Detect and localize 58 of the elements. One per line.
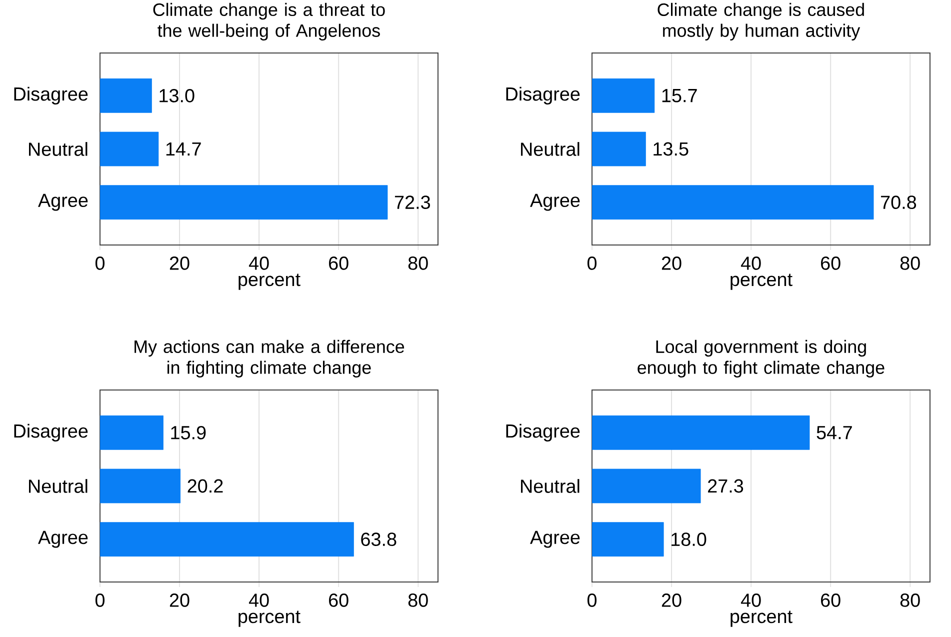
chart-title: Climate change is a threat to the well-being of Angelenos: [153, 2, 385, 41]
data-label: 54.7: [816, 426, 852, 440]
x-axis-title: percent: [730, 610, 792, 627]
data-label: 15.7: [662, 89, 697, 102]
bar: [592, 78, 655, 113]
bar: [592, 415, 810, 450]
chart-title: Climate change is caused mostly by human activity: [658, 2, 864, 41]
data-label: 18.0: [672, 532, 706, 546]
data-label: 27.3: [708, 479, 744, 493]
x-tick-label: 20: [170, 594, 190, 607]
y-tick-label: Agree: [38, 194, 88, 211]
chart-title: My actions can make a difference in fighting climate change: [134, 340, 404, 378]
y-tick-label: Neutral: [521, 142, 580, 156]
y-tick-label: Agree: [530, 530, 580, 548]
data-label: 20.2: [188, 479, 223, 493]
x-tick-label: 40: [740, 594, 761, 607]
x-tick-label: 0: [587, 594, 597, 607]
data-label: 13.0: [160, 88, 194, 102]
x-axis-title: percent: [238, 274, 300, 290]
data-label: 13.5: [654, 142, 688, 156]
x-tick-label: 60: [821, 594, 840, 607]
data-label: 70.8: [881, 196, 916, 210]
data-label: 15.9: [171, 426, 206, 440]
x-axis-title: percent: [238, 610, 300, 627]
x-tick-label: 0: [95, 594, 105, 607]
bar: [592, 468, 701, 504]
y-tick-label: Agree: [530, 194, 580, 211]
x-tick-label: 80: [408, 594, 428, 607]
x-tick-label: 40: [740, 256, 761, 270]
x-tick-label: 60: [329, 256, 348, 270]
x-tick-label: 20: [662, 256, 682, 270]
x-tick-label: 60: [329, 594, 348, 607]
x-tick-label: 80: [900, 594, 920, 607]
data-label: 63.8: [361, 532, 396, 546]
y-tick-label: Neutral: [521, 479, 580, 493]
x-axis-title: percent: [730, 274, 792, 290]
bar: [592, 522, 664, 557]
data-label: 14.7: [166, 142, 201, 156]
x-tick-label: 80: [900, 256, 920, 270]
data-label: 72.3: [394, 196, 430, 210]
y-tick-label: Disagree: [14, 424, 88, 442]
bar: [592, 132, 646, 166]
chart-title: Local government is doing enough to fight climate change: [638, 340, 884, 378]
y-tick-label: Disagree: [506, 86, 580, 104]
x-tick-label: 0: [95, 256, 105, 270]
x-tick-label: 20: [662, 594, 682, 607]
x-tick-label: 20: [170, 256, 190, 270]
y-tick-label: Neutral: [29, 142, 88, 156]
y-tick-label: Neutral: [29, 479, 88, 493]
bar: [592, 185, 874, 220]
y-tick-label: Disagree: [506, 424, 580, 442]
x-tick-label: 60: [821, 256, 840, 270]
x-tick-label: 40: [248, 594, 269, 607]
x-tick-label: 0: [587, 256, 597, 270]
y-tick-label: Disagree: [14, 86, 88, 104]
x-tick-label: 40: [248, 256, 269, 270]
x-tick-label: 80: [408, 256, 428, 270]
y-tick-label: Agree: [38, 530, 88, 548]
